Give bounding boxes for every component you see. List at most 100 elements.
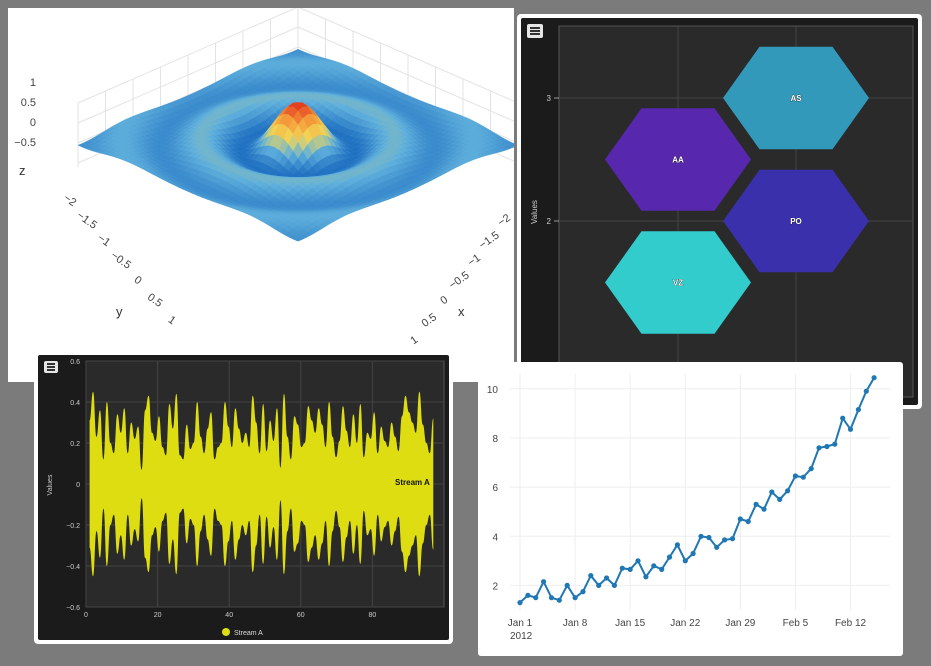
line-data-point[interactable]	[722, 537, 728, 543]
line-data-point[interactable]	[855, 407, 861, 413]
menu-icon	[47, 363, 55, 365]
streamgraph-y-tick-label: 0	[76, 482, 80, 489]
line-data-point[interactable]	[588, 573, 594, 579]
surface-y-tick-label: 1	[166, 314, 178, 327]
line-x-tick-label: Jan 15	[615, 618, 645, 629]
line-data-point[interactable]	[824, 443, 830, 450]
streamgraph-x-tick-label: 20	[154, 612, 162, 619]
line-x-tick-label: Jan 1	[508, 618, 533, 629]
line-y-tick-label: 8	[492, 434, 498, 445]
line-data-point[interactable]	[761, 506, 767, 512]
line-data-point[interactable]	[840, 415, 846, 421]
line-data-point[interactable]	[643, 574, 649, 580]
surface-y-tick-label: −0.5	[108, 249, 133, 271]
line-data-point[interactable]	[533, 595, 539, 601]
streamgraph-x-tick-label: 0	[84, 612, 88, 619]
line-data-point[interactable]	[682, 558, 688, 564]
streamgraph-legend[interactable]: Stream A	[222, 628, 263, 637]
surface-x-tick-label: −1	[466, 252, 483, 269]
surface-y-tick-label: −2	[61, 192, 78, 209]
streamgraph-x-tick-label: 80	[369, 612, 377, 619]
line-data-point[interactable]	[714, 544, 720, 550]
surface-y-tick-label: −1	[95, 232, 112, 249]
surface-z-tick-label: 0.5	[21, 97, 36, 109]
legend-item-stream-a[interactable]: Stream A	[234, 630, 263, 637]
line-data-point[interactable]	[745, 518, 751, 525]
line-data-point[interactable]	[572, 595, 578, 601]
line-data-point[interactable]	[619, 565, 625, 571]
surface-patch	[292, 236, 304, 242]
honeycomb-cell-label: PO	[790, 217, 802, 226]
line-data-point[interactable]	[832, 441, 838, 447]
line-data-point[interactable]	[517, 600, 523, 606]
line-data-point[interactable]	[674, 542, 680, 548]
line-data-point[interactable]	[871, 375, 877, 381]
surface-x-tick-label: −0.5	[447, 269, 472, 291]
line-data-point[interactable]	[777, 496, 783, 502]
surface-y-axis-label: y	[116, 304, 123, 319]
surface-3d-panel: 1 0.5 0 −0.5 −2 −1.5 −1 −0.5 0 0.5 1 −2 −1.5 −1 −0.5 0 0…	[8, 8, 514, 382]
honeycomb-cell-po[interactable]	[723, 169, 869, 273]
streamgraph-chart[interactable]: 0.6 0.4 0.2 0 −0.2 −0.4 −0.6 0 20 40 60 80 Values S…	[38, 355, 449, 640]
line-data-point[interactable]	[666, 554, 673, 560]
line-data-point[interactable]	[737, 516, 743, 522]
honeycomb-cell-aa[interactable]	[605, 108, 751, 211]
line-data-point[interactable]	[611, 582, 617, 588]
line-data-point[interactable]	[580, 589, 586, 595]
surface-grid-line	[77, 8, 297, 104]
line-data-point[interactable]	[564, 582, 570, 588]
line-data-point[interactable]	[785, 488, 791, 494]
surface-y-tick-label: −1.5	[74, 209, 99, 231]
surface-y-tick-label: 0.5	[145, 291, 164, 310]
line-data-point[interactable]	[548, 595, 555, 601]
line-data-point[interactable]	[541, 579, 547, 585]
line-data-point[interactable]	[596, 582, 602, 588]
streamgraph-panel: 0.6 0.4 0.2 0 −0.2 −0.4 −0.6 0 20 40 60 80 Values S…	[34, 351, 453, 644]
honeycomb-chart[interactable]: AS AA PO VZ 3 2 Values	[521, 18, 918, 405]
line-data-point[interactable]	[816, 445, 822, 451]
line-data-point[interactable]	[769, 489, 775, 495]
line-data-point[interactable]	[706, 534, 712, 541]
surface-grid-line	[77, 26, 299, 124]
honeycomb-y-tick-label: 2	[547, 217, 552, 226]
streamgraph-menu-button[interactable]	[44, 361, 58, 373]
surface-x-tick-label: 1	[408, 334, 420, 347]
stream-a-area[interactable]	[89, 391, 434, 577]
line-data-point[interactable]	[847, 426, 854, 432]
honeycomb-cell-vz[interactable]	[605, 231, 751, 334]
line-data-point[interactable]	[800, 474, 806, 480]
line-data-point[interactable]	[525, 592, 531, 598]
line-data-point[interactable]	[729, 536, 736, 542]
honeycomb-menu-button[interactable]	[527, 24, 543, 38]
line-data-point[interactable]	[659, 566, 665, 572]
line-data-point[interactable]	[792, 473, 798, 479]
surface-y-tick-label: 0	[132, 274, 144, 287]
line-data-point[interactable]	[604, 575, 610, 581]
timeseries-line-chart[interactable]: 2 4 6 8 10 Jan 1 Jan 8 Jan 15 Jan 22 Jan 29 Feb 5 F…	[478, 362, 903, 656]
line-data-point[interactable]	[753, 501, 759, 507]
honeycomb-cell-label: VZ	[673, 279, 683, 288]
line-data-point[interactable]	[651, 563, 657, 569]
line-data-point[interactable]	[698, 533, 704, 539]
surface-3d-chart[interactable]: 10.50−0.5−2−1.5−1−0.500.51−2−1.5−1−0.500…	[8, 8, 514, 382]
line-data-point[interactable]	[635, 558, 641, 564]
surface-x-axis-label: x	[458, 304, 465, 319]
honeycomb-y-axis-label: Values	[530, 200, 539, 224]
stream-a-inline-label: Stream A	[395, 478, 430, 487]
line-x-tick-label: Jan 8	[563, 618, 588, 629]
timeseries-line-panel: 2 4 6 8 10 Jan 1 Jan 8 Jan 15 Jan 22 Jan 29 Feb 5 F…	[478, 362, 903, 656]
honeycomb-panel: AS AA PO VZ 3 2 Values	[517, 14, 922, 409]
honeycomb-cell-as[interactable]	[723, 46, 869, 150]
line-data-point[interactable]	[690, 550, 696, 557]
legend-swatch-stream-a	[222, 628, 230, 636]
line-data-point[interactable]	[863, 388, 869, 394]
line-data-point[interactable]	[627, 566, 633, 572]
line-x-tick-label: Feb 5	[783, 618, 809, 629]
streamgraph-y-tick-label: 0.2	[70, 441, 80, 448]
line-data-point[interactable]	[556, 597, 562, 603]
line-y-tick-label: 2	[492, 581, 498, 592]
timeseries-line	[519, 377, 875, 604]
honeycomb-y-tick-label: 3	[547, 94, 552, 103]
line-y-tick-label: 6	[492, 483, 498, 494]
line-data-point[interactable]	[808, 466, 814, 472]
